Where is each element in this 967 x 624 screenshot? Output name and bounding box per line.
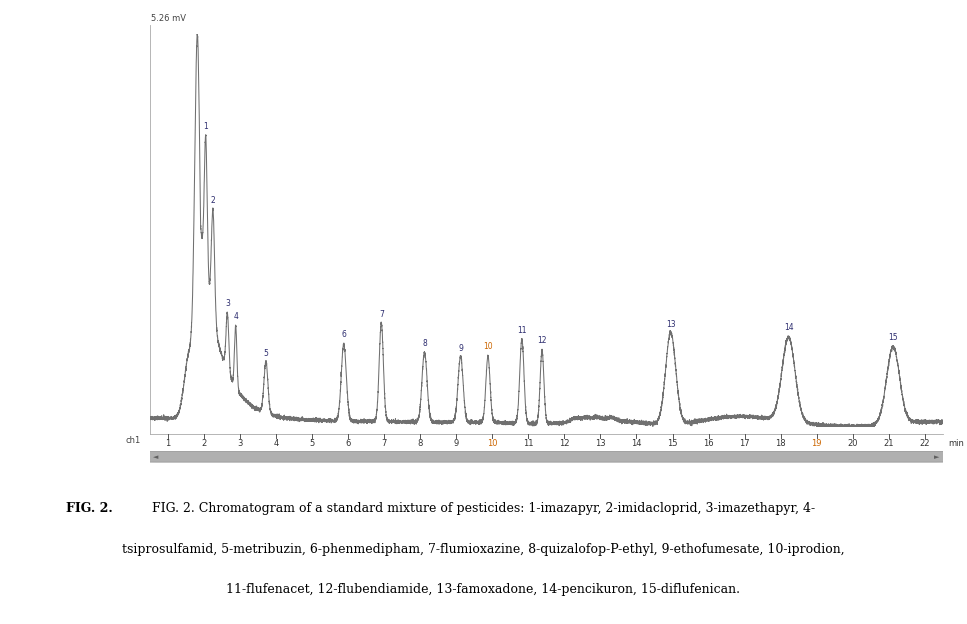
Text: 15: 15: [667, 439, 678, 447]
Text: 11: 11: [517, 326, 527, 334]
FancyBboxPatch shape: [148, 451, 945, 462]
Text: 5.26 mV: 5.26 mV: [152, 14, 187, 23]
Text: 4: 4: [233, 312, 238, 321]
Text: ►: ►: [934, 454, 940, 460]
Text: 1: 1: [203, 122, 208, 131]
Text: 13: 13: [666, 319, 676, 329]
Text: 8: 8: [418, 439, 423, 447]
Text: 15: 15: [889, 333, 898, 343]
Text: FIG. 2. Chromatogram of a standard mixture of pesticides: 1-imazapyr, 2-imidaclo: FIG. 2. Chromatogram of a standard mixtu…: [116, 502, 851, 515]
Text: 4: 4: [274, 439, 278, 447]
Text: 3: 3: [225, 300, 230, 308]
Text: 1: 1: [165, 439, 170, 447]
Text: FIG. 2.: FIG. 2.: [66, 502, 112, 515]
Text: 2: 2: [201, 439, 207, 447]
Text: 12: 12: [559, 439, 570, 447]
Text: tsiprosulfamid, 5-metribuzin, 6-phenmedipham, 7-flumioxazine, 8-quizalofop-P-eth: tsiprosulfamid, 5-metribuzin, 6-phenmedi…: [122, 543, 845, 556]
Text: 14: 14: [783, 323, 793, 331]
Text: 6: 6: [341, 330, 346, 339]
Text: ◄: ◄: [153, 454, 159, 460]
Text: 9: 9: [458, 344, 463, 353]
Text: 7: 7: [379, 310, 384, 319]
Text: 3: 3: [237, 439, 243, 447]
Text: 9: 9: [454, 439, 459, 447]
Text: min: min: [949, 439, 964, 447]
Text: 8: 8: [423, 339, 426, 348]
Text: 19: 19: [811, 439, 822, 447]
Text: 14: 14: [631, 439, 642, 447]
Text: 7: 7: [381, 439, 387, 447]
Text: ch1: ch1: [125, 436, 140, 445]
Text: 6: 6: [345, 439, 351, 447]
Text: 21: 21: [884, 439, 894, 447]
Text: 10: 10: [487, 439, 498, 447]
Text: 10: 10: [484, 342, 493, 351]
Text: 11-flufenacet, 12-flubendiamide, 13-famoxadone, 14-pencikuron, 15-diflufenican.: 11-flufenacet, 12-flubendiamide, 13-famo…: [226, 583, 741, 597]
Text: 11: 11: [523, 439, 534, 447]
Text: 5: 5: [309, 439, 314, 447]
Text: 22: 22: [920, 439, 930, 447]
Text: 2: 2: [211, 196, 216, 205]
Text: 18: 18: [776, 439, 786, 447]
Text: 17: 17: [740, 439, 749, 447]
Text: 5: 5: [263, 349, 269, 358]
Text: 20: 20: [847, 439, 858, 447]
Text: 13: 13: [595, 439, 605, 447]
Text: 12: 12: [538, 336, 546, 345]
Text: FIG. 2. Chromatogram of a standard mixture of pesticides: 1-imazapyr, 2-imidaclo: FIG. 2. Chromatogram of a standard mixtu…: [152, 502, 815, 515]
Text: 16: 16: [703, 439, 714, 447]
